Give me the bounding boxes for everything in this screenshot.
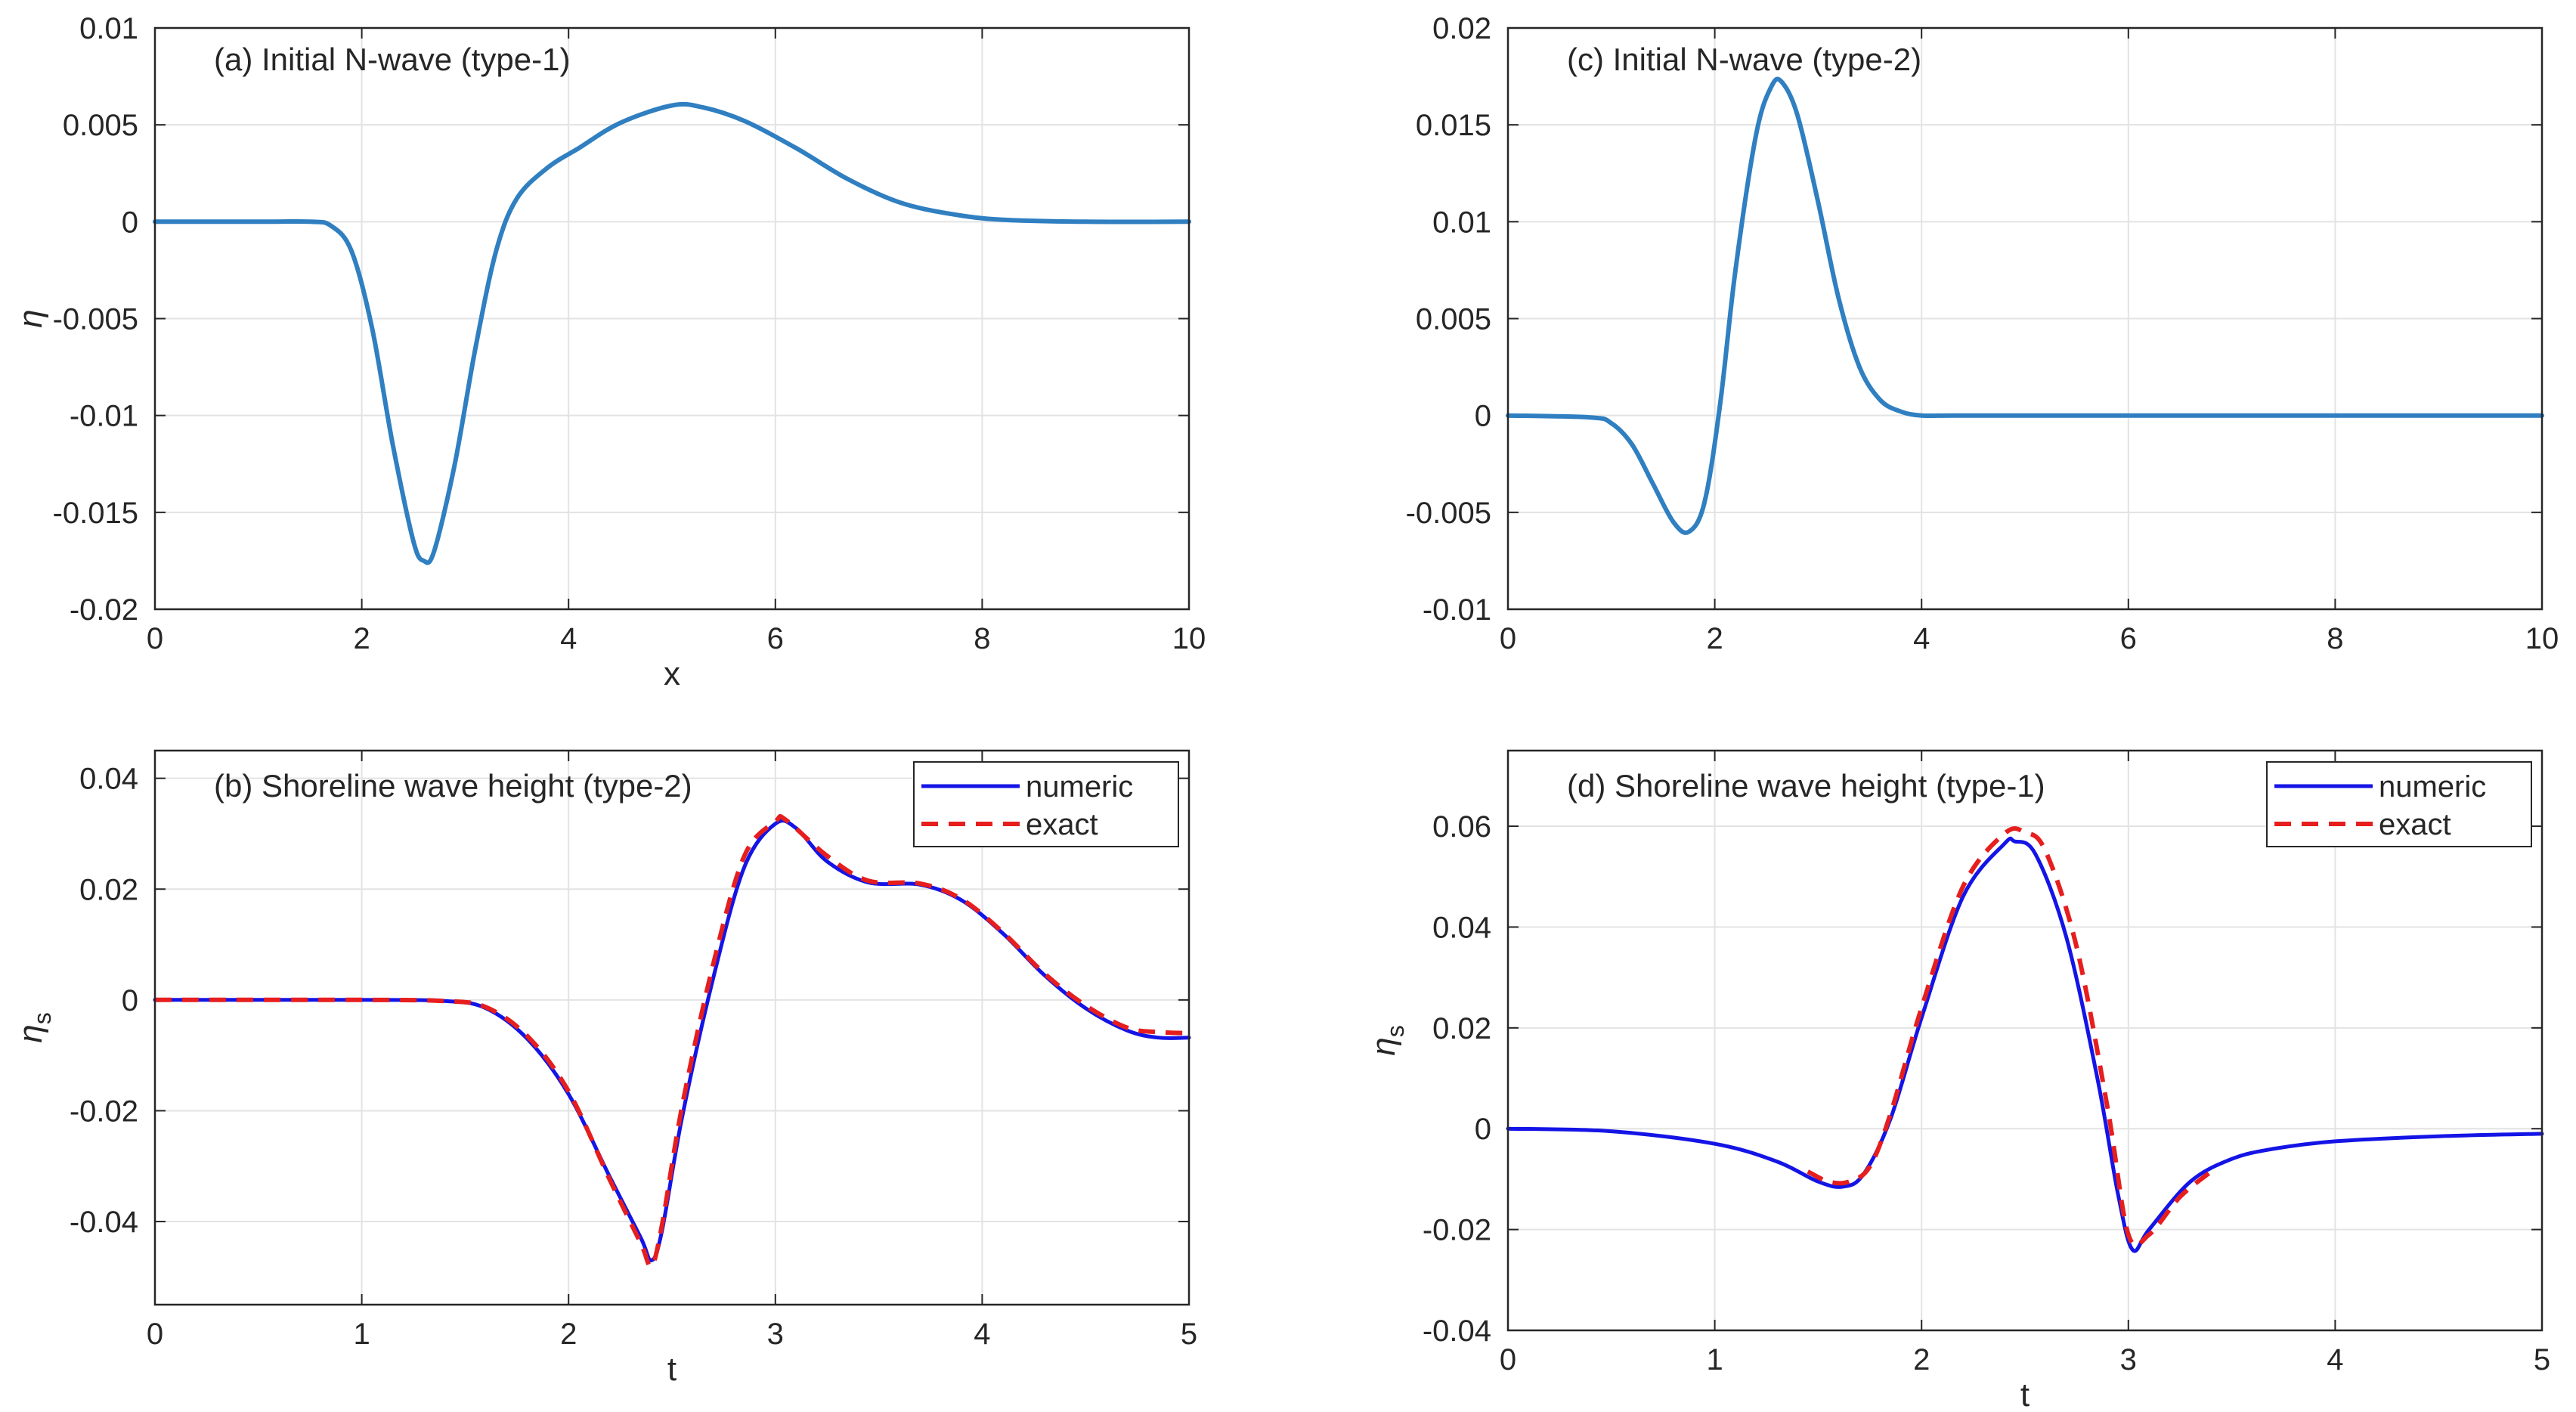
- x-tick-label: 3: [2120, 1343, 2137, 1376]
- y-tick-label: 0.06: [1432, 810, 1491, 844]
- y-axis-label-symbol: η: [12, 1024, 49, 1042]
- legend-box: [913, 761, 1179, 847]
- series-line-numeric-b: [153, 819, 1191, 1262]
- panel-a: 0 2 4 6 8 10 0.01 0.005 0 -0.005 -0.01 -0.015 -0.02 (…: [12, 12, 1206, 692]
- x-tick-label: 2: [1706, 622, 1723, 655]
- y-tick-label: -0.02: [70, 1095, 138, 1128]
- y-tick-label: 0: [122, 206, 138, 239]
- panel-c: 0 2 4 6 8 10 0.02 0.015 0.01 0.005 0 -0.005 -0.01 (c)…: [1406, 12, 2559, 655]
- x-tick-label: 5: [1181, 1318, 1197, 1351]
- x-tick-label: 8: [974, 622, 990, 655]
- panel-d: 0 1 2 3 4 5 0.06 0.04 0.02 0 -0.02 -0.04 (d) Shoreli…: [1365, 749, 2550, 1412]
- x-tick-label: 5: [2534, 1343, 2550, 1376]
- legend-box: [2266, 761, 2532, 847]
- y-tick-label: 0.015: [1416, 109, 1491, 142]
- legend-label-exact: exact: [1026, 808, 1098, 841]
- x-tick-label: 4: [560, 622, 577, 655]
- panel-title: (d) Shoreline wave height (type-1): [1567, 768, 2045, 804]
- y-axis-label: ηs: [12, 1012, 56, 1042]
- y-tick-label: 0.04: [79, 763, 138, 796]
- y-tick-label: 0: [122, 984, 138, 1017]
- x-axis-label: t: [667, 1351, 677, 1388]
- y-axis-label: η: [12, 309, 49, 327]
- y-tick-label: 0: [1475, 400, 1491, 433]
- y-tick-label: -0.01: [70, 400, 138, 433]
- legend: numeric exact: [913, 761, 1179, 847]
- x-tick-label: 4: [974, 1318, 990, 1351]
- y-tick-label: 0.02: [1432, 12, 1491, 45]
- series-line-exact-d: [1807, 826, 2213, 1248]
- series-line-eta-c: [1506, 76, 2544, 535]
- axes-box: [1506, 749, 2543, 1332]
- y-axis-label-subscript: s: [1382, 1025, 1409, 1037]
- x-tick-label: 0: [1500, 1343, 1516, 1376]
- y-tick-label: 0.005: [63, 109, 138, 142]
- y-axis-label: ηs: [1365, 1025, 1409, 1055]
- axes-box: [153, 26, 1190, 611]
- y-axis-label-symbol: η: [12, 309, 49, 327]
- series-line-numeric-d: [1506, 836, 2544, 1253]
- legend: numeric exact: [2266, 761, 2532, 847]
- y-tick-label: 0.02: [79, 873, 138, 906]
- y-axis-label-subscript: s: [29, 1012, 56, 1024]
- x-axis-label: t: [2020, 1376, 2030, 1412]
- x-tick-label: 1: [1706, 1343, 1723, 1376]
- y-tick-label: 0: [1475, 1113, 1491, 1146]
- x-tick-label: 0: [147, 622, 163, 655]
- x-tick-label: 10: [1172, 622, 1206, 655]
- y-tick-label: -0.04: [1423, 1314, 1491, 1348]
- y-tick-label: 0.02: [1432, 1012, 1491, 1045]
- x-tick-label: 0: [147, 1318, 163, 1351]
- legend-label-exact: exact: [2379, 808, 2451, 841]
- legend-label-numeric: numeric: [2379, 770, 2486, 804]
- x-tick-label: 8: [2327, 622, 2343, 655]
- panel-title: (c) Initial N-wave (type-2): [1567, 42, 1921, 77]
- x-tick-label: 3: [767, 1318, 784, 1351]
- x-tick-label: 2: [1913, 1343, 1930, 1376]
- x-tick-label: 0: [1500, 622, 1516, 655]
- x-tick-label: 6: [2120, 622, 2137, 655]
- y-tick-label: -0.01: [1423, 593, 1491, 627]
- y-tick-label: 0.04: [1432, 911, 1491, 944]
- x-tick-label: 10: [2525, 622, 2559, 655]
- panel-title: (b) Shoreline wave height (type-2): [214, 768, 692, 804]
- axes-box: [1506, 26, 2543, 611]
- legend-label-numeric: numeric: [1026, 770, 1133, 804]
- y-tick-label: -0.005: [53, 303, 138, 336]
- x-tick-label: 1: [353, 1318, 370, 1351]
- x-tick-label: 2: [353, 622, 370, 655]
- y-tick-label: 0.01: [1432, 206, 1491, 239]
- x-axis-label: x: [664, 655, 680, 692]
- y-tick-label: 0.01: [79, 12, 138, 45]
- axes-box: [153, 749, 1190, 1306]
- y-tick-label: -0.04: [70, 1206, 138, 1239]
- y-tick-label: -0.02: [70, 593, 138, 627]
- y-tick-label: 0.005: [1416, 303, 1491, 336]
- y-tick-label: -0.005: [1406, 497, 1491, 530]
- panel-b: 0 1 2 3 4 5 0.04 0.02 0 -0.02 -0.04 (b) Shoreline w…: [12, 749, 1197, 1388]
- y-axis-label-symbol: η: [1365, 1037, 1402, 1055]
- panel-title: (a) Initial N-wave (type-1): [214, 42, 570, 77]
- x-tick-label: 2: [560, 1318, 577, 1351]
- x-tick-label: 6: [767, 622, 784, 655]
- series-line-exact-b: [154, 813, 1190, 1269]
- x-tick-label: 4: [1913, 622, 1930, 655]
- x-tick-label: 4: [2327, 1343, 2343, 1376]
- series-line-eta-a: [153, 101, 1191, 565]
- y-tick-label: -0.015: [53, 497, 138, 530]
- y-tick-label: -0.02: [1423, 1214, 1491, 1247]
